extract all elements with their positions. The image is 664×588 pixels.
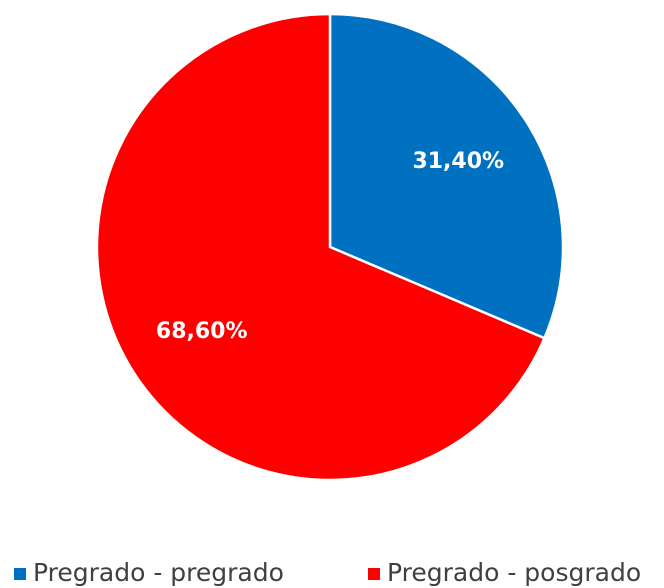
legend-label: Pregrado - pregrado [33, 558, 284, 587]
slice-label: 31,40% [412, 149, 504, 174]
legend-label: Pregrado - posgrado [387, 558, 641, 587]
legend-swatch [14, 568, 26, 580]
pie-slice [95, 12, 547, 482]
slice-label: 68,60% [156, 319, 248, 344]
legend-swatch [368, 568, 380, 580]
pie-slice [328, 12, 565, 340]
